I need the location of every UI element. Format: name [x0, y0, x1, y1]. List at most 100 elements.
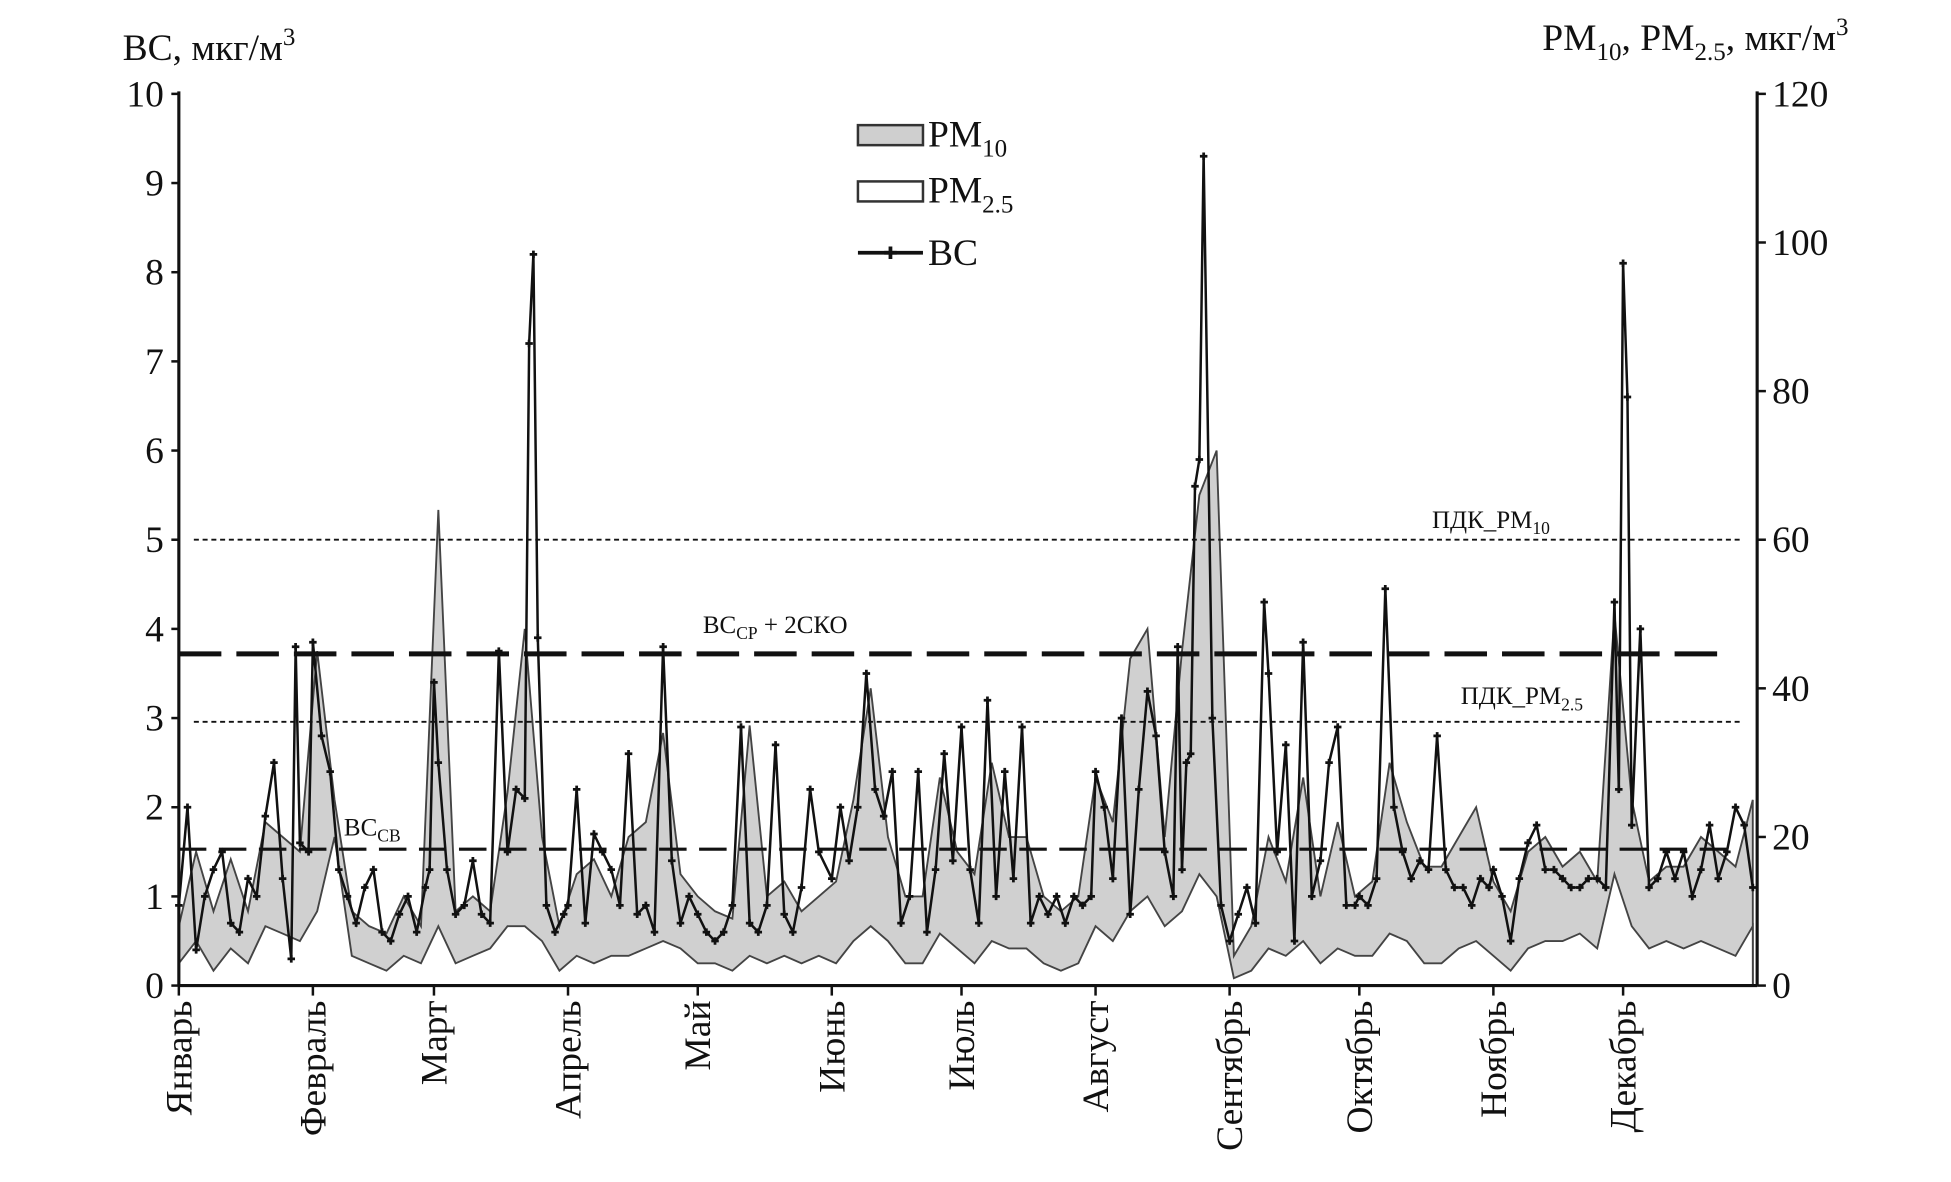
- bc-point: [728, 901, 737, 910]
- left-tick-label: 10: [126, 74, 163, 115]
- bc-point: [430, 678, 438, 687]
- bc-point: [1208, 714, 1217, 722]
- bc-point: [992, 892, 1000, 901]
- bc-point: [218, 848, 226, 856]
- left-tick-label: 5: [145, 520, 164, 561]
- bc-point: [1679, 848, 1688, 856]
- bc-point: [616, 901, 624, 910]
- left-tick-label: 8: [145, 253, 164, 294]
- legend: PM10 PM2.5 ВС: [856, 114, 1013, 274]
- bc-point: [1515, 874, 1524, 883]
- bc-point: [1199, 152, 1208, 161]
- bc-point: [983, 696, 992, 704]
- right-axis-label: PM10, PM2.5, мкг/м3: [1542, 14, 1848, 66]
- bc-point: [676, 919, 685, 927]
- bc-point: [1251, 919, 1260, 927]
- bc-point: [503, 848, 512, 856]
- bc-point: [1697, 865, 1705, 874]
- bc-point: [1424, 865, 1433, 874]
- left-tick-label: 9: [145, 164, 164, 205]
- bc-point: [789, 928, 797, 936]
- bc-point: [931, 865, 940, 874]
- bc-point: [702, 928, 711, 936]
- bc-point: [1217, 901, 1225, 910]
- bc-point: [914, 767, 923, 776]
- bc-point: [871, 785, 879, 794]
- bc-point: [521, 794, 529, 803]
- bc-point: [598, 848, 607, 856]
- bc-point: [477, 910, 486, 918]
- bc-point: [853, 803, 862, 811]
- bc-point: [1416, 856, 1424, 865]
- bc-point: [1442, 865, 1450, 874]
- bc-point: [1260, 598, 1268, 606]
- bc-point: [378, 928, 386, 936]
- bc-point: [1273, 848, 1281, 856]
- bc-point: [1584, 874, 1593, 883]
- bc-point: [201, 892, 209, 901]
- bc-point: [1688, 892, 1697, 901]
- bc-point: [1593, 874, 1601, 883]
- bc-point: [564, 901, 572, 910]
- bc-point: [192, 946, 200, 954]
- bc-point: [425, 865, 434, 874]
- month-label: Август: [1076, 1001, 1117, 1113]
- month-label: Июль: [942, 1001, 983, 1091]
- bc-point: [244, 874, 252, 883]
- bc-point: [1645, 883, 1653, 892]
- bc-point: [1052, 892, 1061, 901]
- bc-point: [572, 785, 581, 794]
- month-label: Июнь: [812, 1001, 853, 1093]
- bc-point: [1602, 883, 1610, 892]
- bc-point: [879, 812, 888, 820]
- bc-point: [1191, 482, 1199, 490]
- right-tick-label: 60: [1772, 520, 1810, 561]
- bc-point: [1018, 723, 1026, 731]
- bc-point: [806, 785, 814, 794]
- bc-point: [1000, 767, 1009, 776]
- bc-point: [1567, 883, 1575, 892]
- bc-point: [1390, 803, 1398, 811]
- bc-point: [888, 767, 897, 776]
- bc-point: [443, 865, 451, 874]
- bc-point: [421, 883, 430, 892]
- bc-point: [326, 767, 334, 776]
- bc-point: [1485, 883, 1493, 892]
- bc-point: [1078, 901, 1087, 910]
- bc-point: [1100, 803, 1108, 811]
- bc-point: [226, 919, 235, 927]
- bc-point: [404, 892, 412, 901]
- bc-point: [369, 865, 378, 874]
- bc-point: [862, 669, 871, 678]
- bc-point: [352, 919, 360, 927]
- bc-point: [486, 919, 494, 927]
- bc-point: [287, 955, 296, 963]
- bc-point: [1264, 669, 1273, 678]
- left-tick-label: 7: [145, 342, 164, 383]
- bc-point: [1459, 883, 1467, 892]
- month-label: Март: [414, 1001, 455, 1086]
- bc-point: [1610, 598, 1619, 606]
- bc-point: [1723, 848, 1731, 856]
- bc-point: [495, 647, 503, 655]
- bc-point: [270, 758, 278, 767]
- bc-point: [642, 901, 650, 910]
- bc-point: [1705, 821, 1714, 829]
- bc-point: [304, 848, 313, 856]
- bc-point: [607, 865, 616, 874]
- bc-point: [1026, 919, 1035, 927]
- bc-point: [1450, 883, 1459, 892]
- bc-point: [309, 638, 317, 647]
- bc-point: [361, 883, 369, 892]
- bc-point: [1160, 848, 1169, 856]
- bc-point: [1087, 892, 1095, 901]
- bc-point: [693, 910, 702, 918]
- bc-point: [469, 856, 477, 865]
- bc-point: [1740, 821, 1748, 829]
- bc-point: [1186, 749, 1195, 758]
- bc-point: [1468, 901, 1476, 910]
- bc-point: [525, 339, 533, 348]
- bc-point: [957, 723, 966, 731]
- bc-point: [1524, 839, 1532, 847]
